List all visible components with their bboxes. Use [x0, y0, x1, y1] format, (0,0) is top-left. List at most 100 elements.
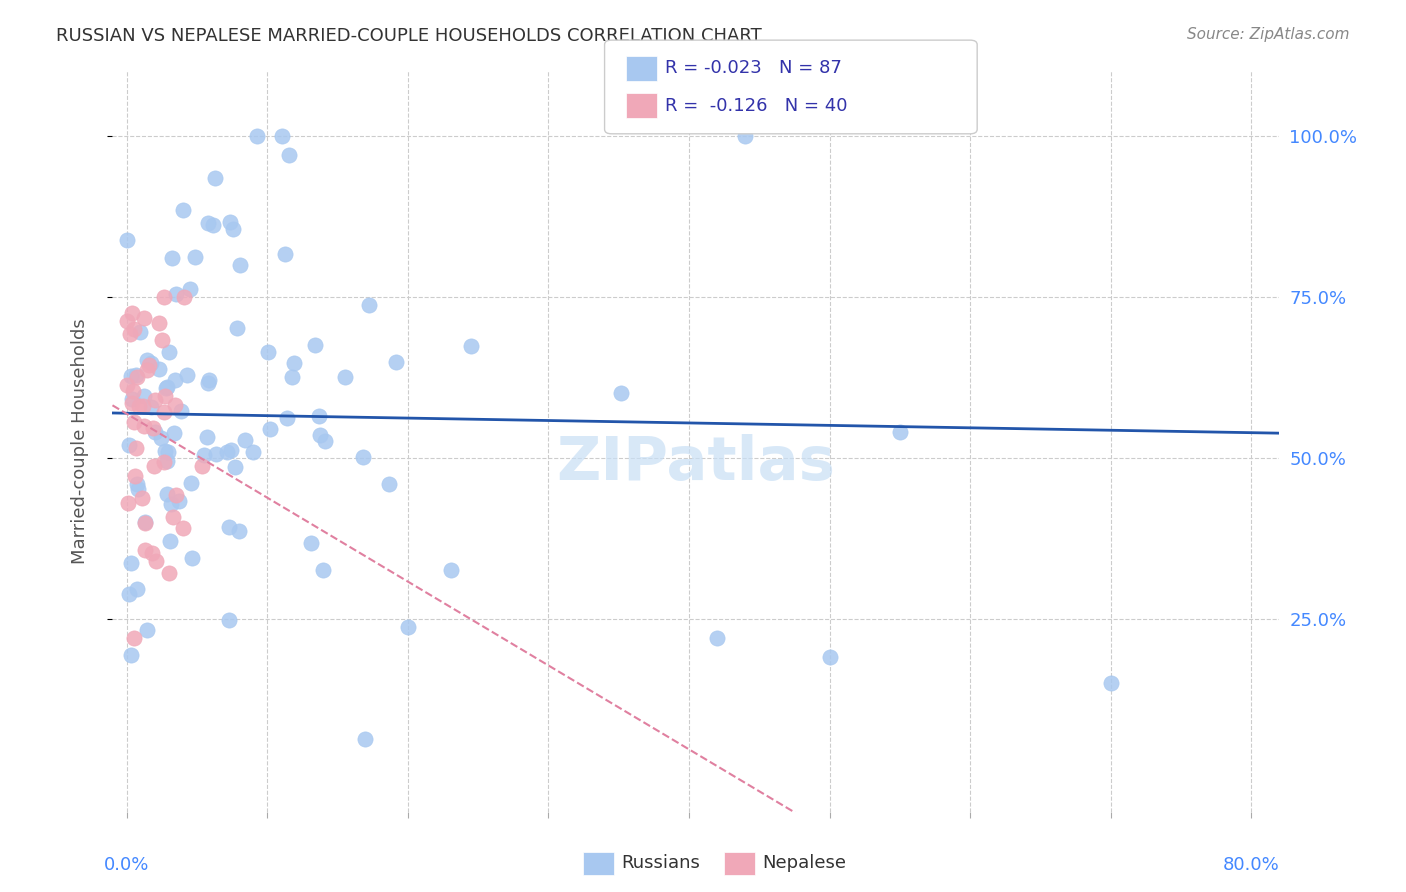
Point: [157, 566, 180, 580]
Point: [120, 368, 142, 383]
Point: [141, 400, 163, 414]
Point: [125, 370, 148, 384]
Point: [396, 620, 419, 634]
Point: [609, 386, 631, 401]
Point: [163, 426, 186, 441]
Point: [222, 221, 245, 235]
Point: [335, 370, 357, 384]
Point: [176, 368, 198, 383]
Point: [156, 486, 179, 500]
Point: [121, 392, 143, 406]
Point: [191, 459, 214, 474]
Point: [314, 434, 336, 449]
Text: Nepalese: Nepalese: [762, 855, 846, 872]
Text: ZIPatlas: ZIPatlas: [557, 434, 835, 493]
Point: [143, 393, 166, 408]
Point: [129, 326, 152, 340]
Point: [134, 515, 156, 529]
Point: [281, 370, 304, 384]
Text: 80.0%: 80.0%: [1223, 856, 1279, 874]
Point: [121, 306, 143, 320]
Point: [259, 422, 281, 436]
Point: [159, 534, 181, 549]
Point: [136, 363, 159, 377]
Point: [149, 431, 172, 445]
Point: [734, 128, 756, 143]
Point: [157, 344, 180, 359]
Point: [145, 554, 167, 568]
Point: [143, 425, 166, 440]
Text: Russians: Russians: [621, 855, 700, 872]
Point: [352, 450, 374, 464]
Point: [818, 650, 841, 665]
Point: [167, 494, 190, 508]
Point: [124, 415, 146, 429]
Point: [204, 447, 226, 461]
Point: [125, 441, 148, 455]
Point: [131, 491, 153, 505]
Point: [153, 290, 176, 304]
Point: [121, 556, 143, 570]
Point: [197, 216, 219, 230]
Point: [173, 290, 195, 304]
Point: [132, 389, 155, 403]
Point: [160, 251, 183, 265]
Point: [163, 399, 186, 413]
Point: [271, 128, 294, 143]
Point: [117, 378, 139, 392]
Point: [135, 353, 157, 368]
Point: [273, 247, 295, 261]
Point: [215, 445, 238, 459]
Point: [127, 482, 149, 496]
Point: [226, 320, 249, 334]
Point: [118, 586, 141, 600]
Point: [309, 428, 332, 442]
Point: [134, 542, 156, 557]
Point: [155, 389, 177, 403]
Point: [132, 311, 155, 326]
Point: [354, 732, 377, 747]
Point: [124, 322, 146, 336]
Point: [165, 286, 187, 301]
Point: [153, 405, 176, 419]
Point: [150, 333, 173, 347]
Point: [122, 631, 145, 645]
Point: [156, 379, 179, 393]
Point: [122, 384, 145, 398]
Point: [138, 359, 160, 373]
Point: [132, 418, 155, 433]
Point: [299, 536, 322, 550]
Point: [172, 521, 194, 535]
Point: [218, 520, 240, 534]
Y-axis label: Married-couple Households: Married-couple Households: [70, 318, 89, 565]
Point: [242, 445, 264, 459]
Point: [1099, 676, 1122, 690]
Point: [276, 411, 298, 425]
Point: [308, 409, 330, 423]
Point: [118, 326, 141, 341]
Text: R = -0.023   N = 87: R = -0.023 N = 87: [665, 60, 842, 78]
Point: [165, 488, 187, 502]
Point: [134, 516, 156, 530]
Point: [197, 376, 219, 390]
Point: [148, 362, 170, 376]
Point: [304, 337, 326, 351]
Point: [118, 437, 141, 451]
Point: [155, 443, 177, 458]
Point: [121, 396, 143, 410]
Point: [277, 148, 299, 162]
Point: [148, 316, 170, 330]
Point: [224, 459, 246, 474]
Point: [170, 404, 193, 418]
Point: [127, 582, 149, 597]
Point: [312, 563, 335, 577]
Point: [219, 215, 242, 229]
Point: [156, 444, 179, 458]
Point: [125, 476, 148, 491]
Point: [179, 282, 201, 296]
Point: [228, 524, 250, 539]
Point: [706, 631, 728, 645]
Point: [172, 203, 194, 218]
Point: [165, 373, 187, 387]
Point: [204, 170, 226, 185]
